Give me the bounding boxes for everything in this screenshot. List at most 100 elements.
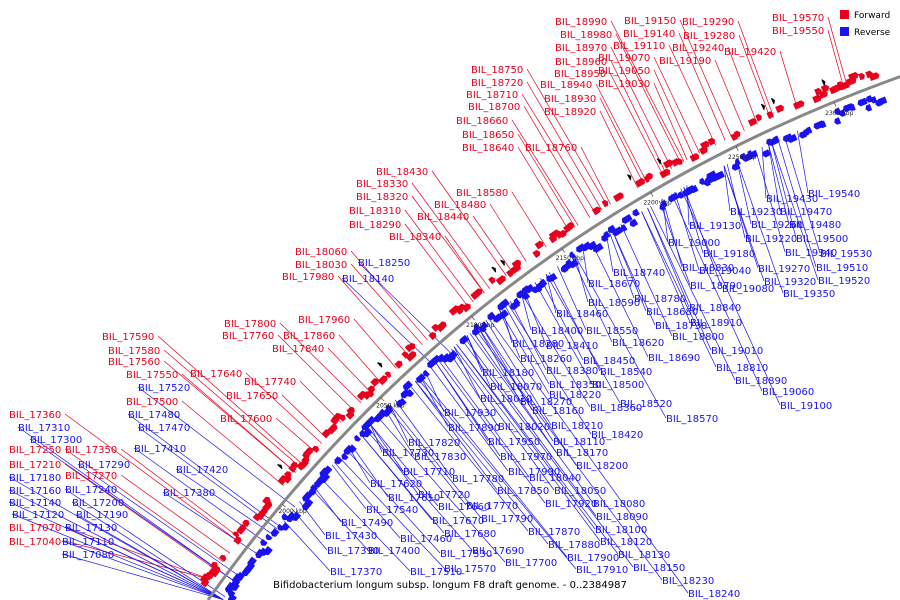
forward-gene-label[interactable]: BIL_17960	[298, 315, 350, 326]
reverse-gene-label[interactable]: BIL_18360	[590, 403, 642, 414]
reverse-gene-label[interactable]: BIL_17970	[500, 452, 552, 463]
forward-gene-arrow[interactable]	[431, 324, 439, 332]
forward-gene-label[interactable]: BIL_18060	[295, 247, 347, 258]
reverse-gene-label[interactable]: BIL_17850	[497, 486, 549, 497]
reverse-gene-arrow[interactable]	[819, 120, 827, 129]
forward-gene-label[interactable]: BIL_17270	[65, 471, 117, 482]
forward-gene-arrow[interactable]	[858, 72, 865, 81]
forward-gene-label[interactable]: BIL_17350	[65, 445, 117, 456]
forward-gene-arrow[interactable]	[820, 84, 830, 93]
reverse-gene-label[interactable]: BIL_18120	[600, 537, 652, 548]
reverse-gene-label[interactable]: BIL_19040	[699, 266, 751, 277]
reverse-gene-arrow[interactable]	[227, 593, 237, 600]
forward-gene-arrow[interactable]	[262, 496, 271, 506]
reverse-gene-label[interactable]: BIL_18020	[498, 422, 550, 433]
forward-gene-label[interactable]: BIL_19280	[683, 31, 735, 42]
reverse-gene-label[interactable]: BIL_18740	[613, 268, 665, 279]
forward-gene-arrow[interactable]	[232, 531, 240, 538]
reverse-gene-label[interactable]: BIL_17620	[370, 479, 422, 490]
reverse-gene-arrow[interactable]	[677, 191, 685, 199]
reverse-gene-label[interactable]: BIL_18070	[490, 382, 542, 393]
reverse-gene-arrow[interactable]	[525, 283, 535, 294]
forward-gene-arrow[interactable]	[766, 111, 774, 119]
forward-gene-label[interactable]: BIL_18290	[349, 220, 401, 231]
reverse-gene-label[interactable]: BIL_17200	[72, 498, 124, 509]
reverse-gene-label[interactable]: BIL_17710	[403, 467, 455, 478]
reverse-gene-arrow[interactable]	[877, 96, 888, 106]
reverse-gene-arrow[interactable]	[751, 150, 759, 158]
reverse-gene-arrow[interactable]	[319, 472, 331, 484]
forward-gene-arrow[interactable]	[405, 351, 417, 362]
marker-feature[interactable]	[656, 158, 661, 165]
reverse-gene-arrow[interactable]	[773, 135, 780, 144]
forward-gene-arrow[interactable]	[438, 321, 447, 330]
reverse-gene-label[interactable]: BIL_18690	[648, 353, 700, 364]
reverse-gene-label[interactable]: BIL_18200	[576, 461, 628, 472]
reverse-gene-label[interactable]: BIL_17570	[444, 564, 496, 575]
reverse-gene-label[interactable]: BIL_19540	[808, 189, 860, 200]
reverse-gene-label[interactable]: BIL_17400	[368, 546, 420, 557]
reverse-gene-label[interactable]: BIL_17140	[9, 498, 61, 509]
reverse-gene-arrow[interactable]	[839, 109, 847, 117]
forward-gene-label[interactable]: BIL_17760	[222, 331, 274, 342]
forward-gene-arrow[interactable]	[689, 153, 700, 162]
reverse-gene-label[interactable]: BIL_17410	[134, 444, 186, 455]
reverse-gene-label[interactable]: BIL_17300	[30, 435, 82, 446]
reverse-gene-label[interactable]: BIL_17520	[138, 383, 190, 394]
forward-gene-label[interactable]: BIL_17550	[126, 370, 178, 381]
reverse-gene-arrow[interactable]	[539, 278, 548, 287]
reverse-gene-arrow[interactable]	[385, 404, 393, 412]
forward-gene-label[interactable]: BIL_19030	[598, 79, 650, 90]
forward-gene-arrow[interactable]	[848, 72, 859, 81]
reverse-gene-label[interactable]: BIL_18670	[588, 279, 640, 290]
forward-gene-arrow[interactable]	[219, 555, 227, 562]
reverse-gene-arrow[interactable]	[459, 334, 470, 345]
reverse-gene-label[interactable]: BIL_18270	[520, 397, 572, 408]
reverse-gene-arrow[interactable]	[399, 397, 407, 405]
forward-gene-label[interactable]: BIL_19570	[772, 13, 824, 24]
forward-gene-arrow[interactable]	[839, 81, 850, 91]
forward-gene-label[interactable]: BIL_19070	[598, 53, 650, 64]
forward-gene-arrow[interactable]	[548, 229, 560, 240]
forward-gene-arrow[interactable]	[408, 342, 416, 350]
forward-gene-label[interactable]: BIL_18030	[295, 260, 347, 271]
reverse-gene-label[interactable]: BIL_17870	[528, 527, 580, 538]
reverse-gene-arrow[interactable]	[834, 117, 842, 125]
marker-feature[interactable]	[821, 79, 826, 86]
reverse-gene-label[interactable]: BIL_18500	[592, 380, 644, 391]
forward-gene-label[interactable]: BIL_18720	[471, 78, 523, 89]
reverse-gene-label[interactable]: BIL_19080	[722, 284, 774, 295]
reverse-gene-arrow[interactable]	[690, 184, 699, 194]
forward-gene-arrow[interactable]	[242, 519, 250, 527]
reverse-gene-arrow[interactable]	[603, 230, 611, 239]
forward-gene-label[interactable]: BIL_18440	[417, 212, 469, 223]
reverse-gene-label[interactable]: BIL_19260	[751, 220, 803, 231]
forward-gene-label[interactable]: BIL_18340	[389, 232, 441, 243]
forward-gene-arrow[interactable]	[331, 412, 342, 423]
reverse-gene-label[interactable]: BIL_17290	[78, 460, 130, 471]
marker-feature[interactable]	[770, 98, 775, 105]
forward-gene-arrow[interactable]	[793, 100, 805, 110]
reverse-gene-label[interactable]: BIL_19060	[762, 387, 814, 398]
forward-gene-label[interactable]: BIL_18660	[456, 116, 508, 127]
forward-gene-label[interactable]: BIL_18960	[555, 57, 607, 68]
forward-gene-label[interactable]: BIL_18950	[554, 69, 606, 80]
reverse-gene-label[interactable]: BIL_19180	[703, 249, 755, 260]
forward-gene-arrow[interactable]	[370, 378, 379, 387]
reverse-gene-label[interactable]: BIL_17930	[444, 408, 496, 419]
reverse-gene-label[interactable]: BIL_19270	[758, 264, 810, 275]
reverse-gene-label[interactable]: BIL_19000	[668, 238, 720, 249]
reverse-gene-arrow[interactable]	[270, 528, 280, 537]
reverse-gene-label[interactable]: BIL_18110	[553, 437, 605, 448]
reverse-gene-label[interactable]: BIL_17660	[438, 502, 490, 513]
reverse-gene-label[interactable]: BIL_18220	[549, 390, 601, 401]
forward-gene-arrow[interactable]	[613, 192, 624, 202]
reverse-gene-label[interactable]: BIL_18780	[634, 294, 686, 305]
forward-gene-arrow[interactable]	[302, 447, 314, 458]
forward-gene-label[interactable]: BIL_17070	[9, 523, 61, 534]
reverse-gene-label[interactable]: BIL_18680	[646, 307, 698, 318]
reverse-gene-arrow[interactable]	[473, 323, 481, 331]
forward-gene-arrow[interactable]	[700, 140, 710, 150]
reverse-gene-label[interactable]: BIL_19480	[789, 220, 841, 231]
forward-gene-arrow[interactable]	[262, 501, 273, 512]
